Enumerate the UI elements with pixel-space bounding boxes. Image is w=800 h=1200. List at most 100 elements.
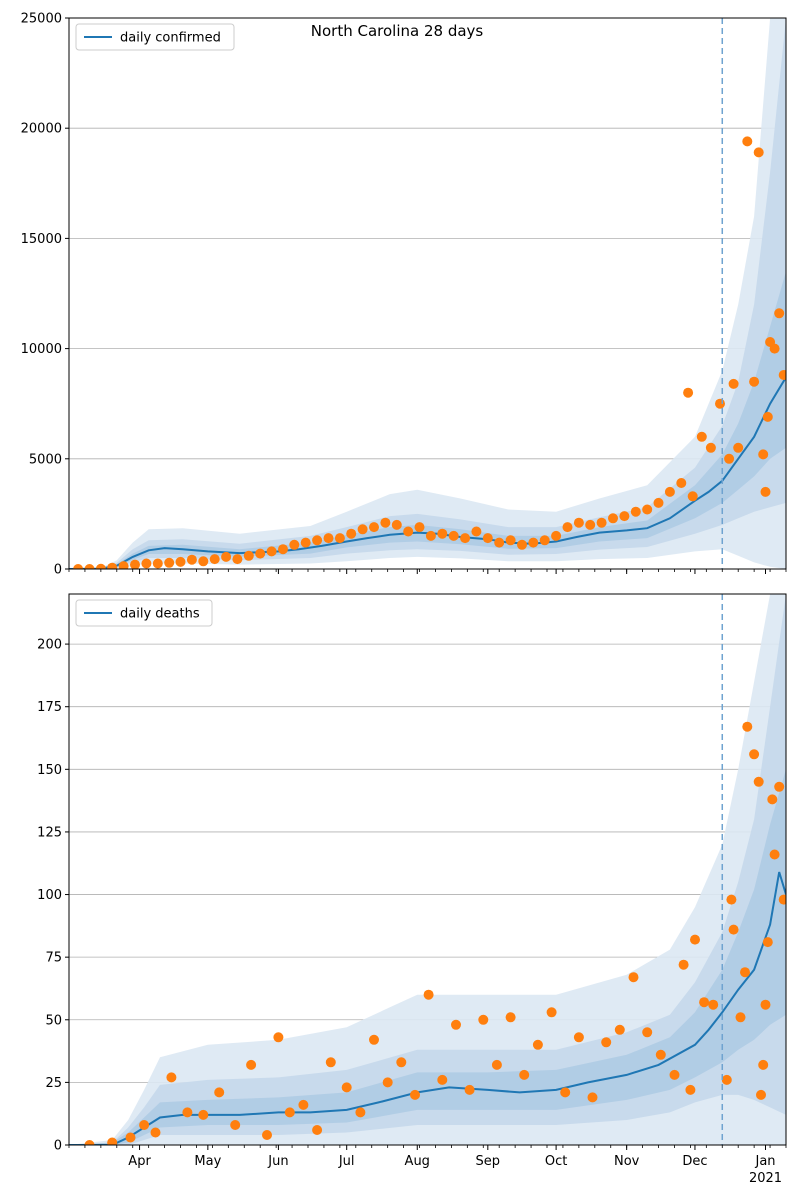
legend: daily deaths bbox=[75, 599, 213, 627]
data-point bbox=[403, 526, 414, 537]
x-tick-label: Jul bbox=[338, 1154, 355, 1169]
data-point bbox=[628, 972, 639, 983]
y-tick-label: 20000 bbox=[21, 122, 62, 137]
data-point bbox=[84, 1140, 95, 1145]
data-point bbox=[425, 530, 436, 541]
data-point bbox=[380, 517, 391, 528]
legend-box bbox=[75, 23, 235, 51]
data-point bbox=[266, 546, 277, 557]
data-point bbox=[221, 551, 232, 562]
data-point bbox=[482, 533, 493, 544]
data-point bbox=[753, 776, 764, 787]
data-point bbox=[357, 524, 368, 535]
data-point bbox=[478, 1014, 489, 1025]
deaths-panel: 0 25 50 75 100 125 150 175 200 Apr May Jun Jul Aug Sep… bbox=[37, 593, 787, 1186]
data-point bbox=[724, 453, 735, 464]
data-point bbox=[539, 535, 550, 546]
x-tick-label: Jan bbox=[754, 1154, 775, 1169]
data-point bbox=[769, 849, 780, 860]
data-point bbox=[118, 561, 129, 569]
legend-label: daily confirmed bbox=[120, 31, 221, 46]
data-point bbox=[346, 528, 357, 539]
data-point bbox=[95, 563, 106, 569]
data-point bbox=[758, 1059, 769, 1070]
data-point bbox=[451, 1019, 461, 1030]
data-point bbox=[573, 1032, 584, 1043]
data-point bbox=[758, 449, 769, 460]
data-point bbox=[519, 1069, 530, 1080]
data-point bbox=[762, 411, 773, 422]
legend-label: daily deaths bbox=[120, 607, 200, 622]
data-point bbox=[601, 1037, 612, 1048]
data-point bbox=[214, 1087, 225, 1098]
data-point bbox=[198, 1109, 209, 1120]
data-point bbox=[423, 989, 434, 1000]
band-middle bbox=[69, 18, 786, 569]
data-point bbox=[471, 526, 482, 537]
data-point bbox=[278, 544, 288, 555]
data-point bbox=[585, 519, 596, 530]
data-point bbox=[528, 537, 539, 548]
data-point bbox=[735, 1012, 746, 1023]
x-tick-label: Aug bbox=[405, 1154, 430, 1169]
data-point bbox=[726, 894, 737, 905]
y-tick-label: 0 bbox=[54, 1139, 62, 1154]
data-point bbox=[630, 506, 641, 517]
data-point bbox=[728, 378, 739, 389]
data-point bbox=[152, 558, 163, 569]
data-point bbox=[767, 794, 778, 805]
data-point bbox=[517, 539, 527, 550]
data-point bbox=[573, 517, 584, 528]
data-point bbox=[273, 1032, 284, 1043]
confirmed-panel: 0 5000 10000 15000 20000 25000 daily confirmed bbox=[21, 12, 787, 578]
data-point bbox=[289, 539, 300, 550]
data-point bbox=[232, 554, 243, 565]
data-point bbox=[715, 398, 725, 409]
y-tick-label: 200 bbox=[37, 638, 62, 653]
data-point bbox=[246, 1059, 257, 1070]
data-point bbox=[255, 548, 266, 559]
data-point bbox=[664, 486, 675, 497]
data-point bbox=[369, 1034, 379, 1045]
data-point bbox=[733, 442, 744, 453]
data-point bbox=[341, 1082, 352, 1093]
data-point bbox=[391, 519, 402, 530]
data-point bbox=[437, 528, 448, 539]
data-point bbox=[437, 1074, 448, 1085]
x-tick-label: Oct bbox=[545, 1154, 567, 1169]
chart-title: North Carolina 28 days bbox=[311, 22, 484, 40]
data-point bbox=[778, 894, 786, 905]
axes-frame bbox=[68, 593, 787, 1146]
data-point bbox=[243, 550, 254, 561]
data-point bbox=[182, 1107, 193, 1118]
data-point bbox=[298, 1099, 309, 1110]
data-point bbox=[396, 1057, 407, 1068]
data-point bbox=[141, 558, 152, 569]
data-point bbox=[769, 343, 780, 354]
y-tick-label: 75 bbox=[45, 951, 62, 966]
data-point bbox=[678, 959, 689, 970]
data-point bbox=[334, 533, 345, 544]
data-point bbox=[728, 924, 739, 935]
data-point bbox=[587, 1092, 598, 1103]
data-point bbox=[696, 431, 707, 442]
band-outer bbox=[69, 594, 786, 1145]
data-point bbox=[653, 497, 664, 508]
y-tick-label: 50 bbox=[45, 1013, 62, 1028]
y-tick-label: 0 bbox=[54, 563, 62, 578]
data-point bbox=[687, 491, 698, 502]
data-point bbox=[300, 537, 311, 548]
data-point bbox=[494, 537, 505, 548]
x-tick-label: Jun bbox=[267, 1154, 288, 1169]
data-point bbox=[130, 559, 140, 569]
axes-frame bbox=[68, 17, 787, 570]
data-point bbox=[655, 1049, 666, 1060]
data-point bbox=[708, 999, 719, 1010]
data-point bbox=[774, 308, 785, 319]
y-tick-label: 150 bbox=[37, 763, 62, 778]
legend: daily confirmed bbox=[75, 23, 235, 51]
data-point bbox=[230, 1120, 241, 1130]
data-point bbox=[382, 1077, 393, 1088]
data-point bbox=[312, 1125, 323, 1135]
x-year-label: 2021 bbox=[749, 1171, 782, 1186]
